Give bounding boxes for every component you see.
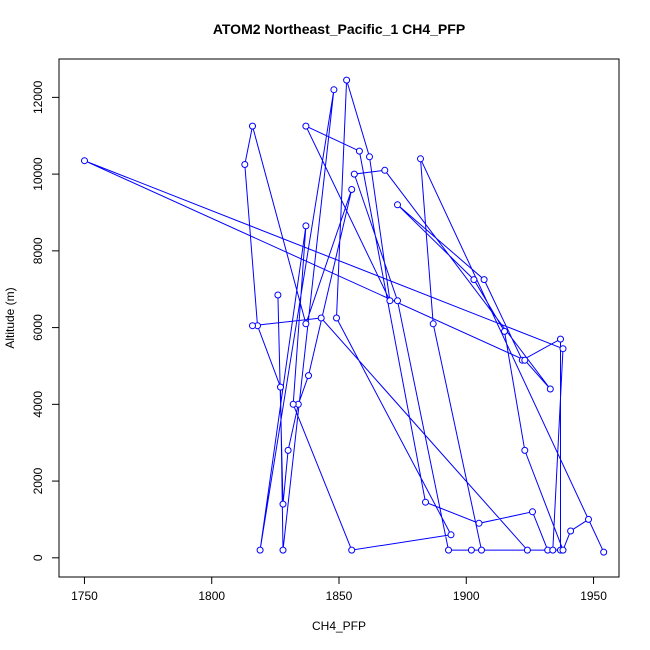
x-tick-label: 1900 xyxy=(453,589,480,603)
data-point xyxy=(348,186,356,193)
x-axis-label: CH4_PFP xyxy=(312,619,366,633)
data-point xyxy=(475,519,483,527)
data-point xyxy=(422,498,429,506)
data-point xyxy=(557,335,564,343)
data-point xyxy=(529,508,536,516)
data-point xyxy=(330,86,338,94)
data-point xyxy=(470,276,478,284)
data-point xyxy=(348,546,356,554)
data-point xyxy=(381,166,389,174)
y-tick-label: 6000 xyxy=(31,314,45,341)
data-point xyxy=(355,147,363,155)
x-tick-label: 1800 xyxy=(198,589,225,603)
data-point xyxy=(521,356,529,364)
data-point xyxy=(350,170,358,178)
data-point xyxy=(429,320,437,328)
data-point xyxy=(386,297,394,305)
data-point xyxy=(559,546,567,554)
y-tick-label: 10000 xyxy=(31,157,45,191)
y-tick-label: 0 xyxy=(31,554,45,561)
data-point xyxy=(546,385,554,393)
series-line xyxy=(84,79,605,553)
data-point xyxy=(447,531,455,539)
data-point xyxy=(333,314,340,322)
data-point xyxy=(394,297,401,305)
data-point xyxy=(277,383,284,391)
data-point xyxy=(302,320,310,328)
data-point xyxy=(366,153,373,161)
data-point xyxy=(81,157,88,165)
y-tick-label: 2000 xyxy=(31,467,45,494)
data-point xyxy=(549,546,557,554)
data-point xyxy=(279,546,287,554)
data-point xyxy=(302,122,310,130)
data-point xyxy=(305,372,312,380)
data-point xyxy=(241,161,249,168)
x-tick-label: 1850 xyxy=(326,589,353,603)
data-point xyxy=(478,546,485,554)
data-point xyxy=(394,201,401,209)
data-point xyxy=(585,515,592,523)
x-axis: 1750 1800 1850 1900 1950 xyxy=(71,577,607,603)
data-point xyxy=(523,546,531,554)
x-tick-label: 1950 xyxy=(580,589,607,603)
x-tick-label: 1750 xyxy=(71,589,98,603)
data-point xyxy=(302,222,310,230)
data-point xyxy=(445,546,452,554)
data-point xyxy=(559,345,567,353)
data-point xyxy=(501,327,508,335)
data-point xyxy=(317,314,325,322)
data-point xyxy=(600,548,608,556)
series-layer xyxy=(81,76,608,556)
data-point xyxy=(274,291,282,299)
data-point xyxy=(279,500,287,508)
data-point xyxy=(567,527,575,535)
y-axis: 0 2000 4000 6000 8000 10000 12000 xyxy=(31,80,59,561)
y-axis-label: Altitude (m) xyxy=(3,287,17,348)
y-tick-label: 4000 xyxy=(31,391,45,418)
data-point xyxy=(480,276,488,284)
y-tick-label: 12000 xyxy=(31,80,45,114)
chart-title: ATOM2 Northeast_Pacific_1 CH4_PFP xyxy=(213,21,465,37)
data-point xyxy=(256,546,264,554)
data-point xyxy=(249,322,256,330)
y-tick-label: 8000 xyxy=(31,237,45,264)
data-point xyxy=(417,155,424,163)
data-point xyxy=(284,446,292,454)
data-point xyxy=(467,546,475,554)
data-point xyxy=(521,446,529,454)
data-point xyxy=(343,76,351,84)
data-point xyxy=(249,122,256,130)
data-point xyxy=(289,400,297,408)
